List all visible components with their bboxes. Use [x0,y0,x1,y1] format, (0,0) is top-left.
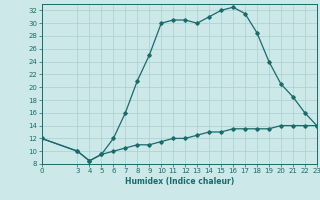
X-axis label: Humidex (Indice chaleur): Humidex (Indice chaleur) [124,177,234,186]
